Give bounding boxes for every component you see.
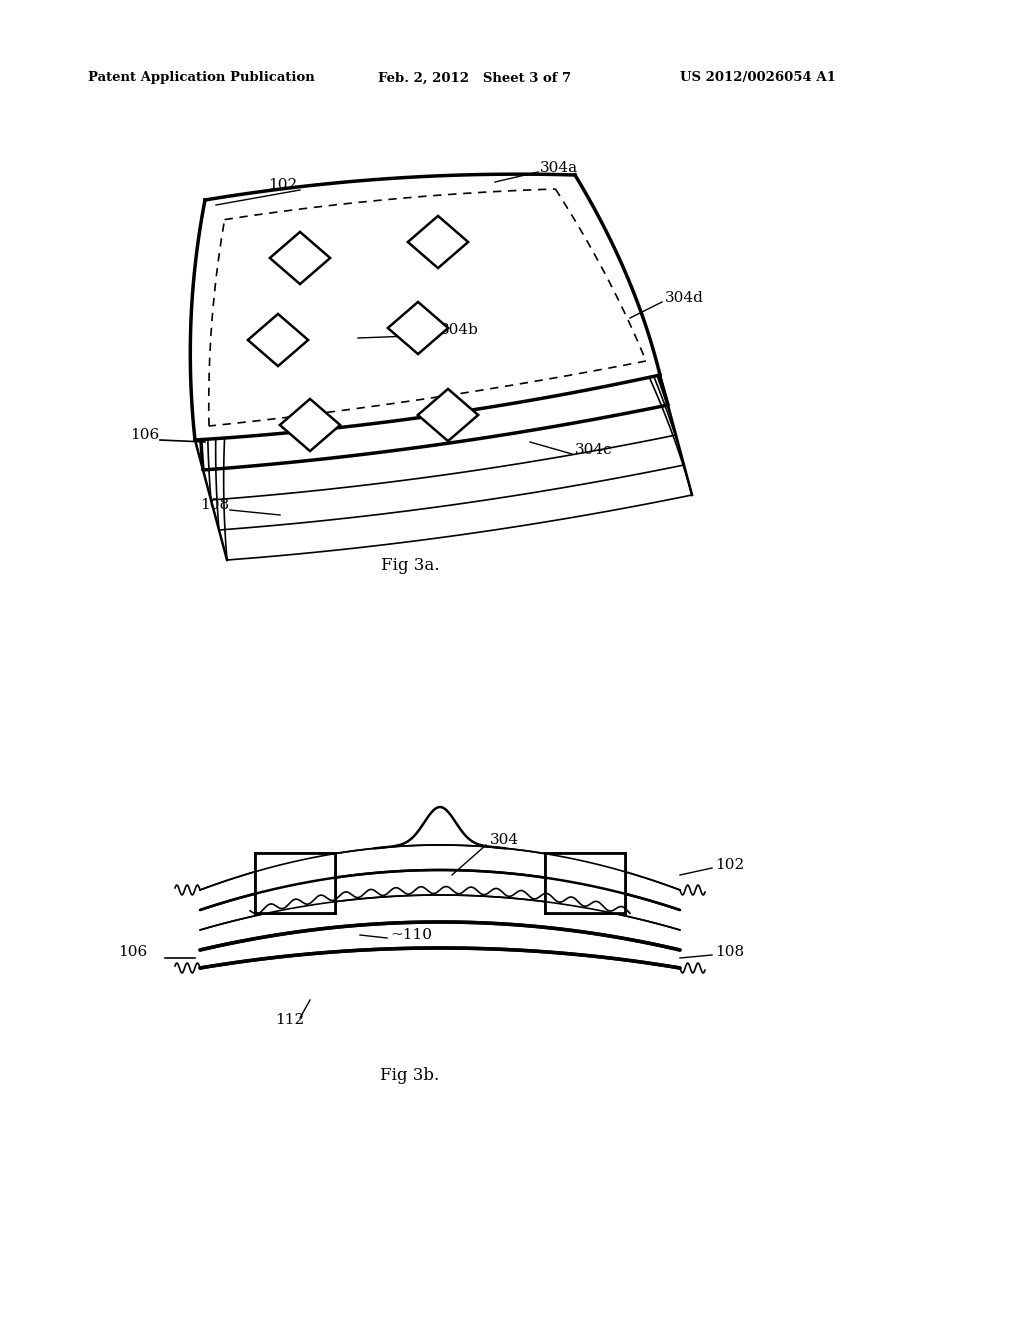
Text: 304b: 304b: [440, 323, 479, 337]
Text: 304d: 304d: [665, 290, 703, 305]
Text: 108: 108: [200, 498, 229, 512]
Text: Patent Application Publication: Patent Application Publication: [88, 71, 314, 84]
Polygon shape: [195, 375, 692, 560]
Text: 304: 304: [490, 833, 519, 847]
Text: 112: 112: [275, 1012, 304, 1027]
Text: 304a: 304a: [540, 161, 579, 176]
Text: 106: 106: [118, 945, 147, 960]
Polygon shape: [280, 399, 340, 451]
Text: Feb. 2, 2012   Sheet 3 of 7: Feb. 2, 2012 Sheet 3 of 7: [378, 71, 571, 84]
Text: 108: 108: [715, 945, 744, 960]
Polygon shape: [545, 854, 625, 912]
Polygon shape: [408, 216, 468, 268]
Text: 106: 106: [130, 428, 160, 442]
Text: 102: 102: [268, 178, 297, 191]
Text: Fig 3a.: Fig 3a.: [381, 557, 439, 573]
Polygon shape: [248, 314, 308, 366]
Polygon shape: [418, 389, 478, 441]
Polygon shape: [190, 174, 660, 440]
Polygon shape: [388, 302, 449, 354]
Polygon shape: [255, 854, 335, 912]
Text: US 2012/0026054 A1: US 2012/0026054 A1: [680, 71, 836, 84]
Polygon shape: [575, 176, 692, 495]
Text: ~110: ~110: [390, 928, 432, 942]
Text: 304c: 304c: [575, 444, 612, 457]
Text: 102: 102: [715, 858, 744, 873]
Polygon shape: [270, 232, 330, 284]
Text: Fig 3b.: Fig 3b.: [380, 1067, 439, 1084]
